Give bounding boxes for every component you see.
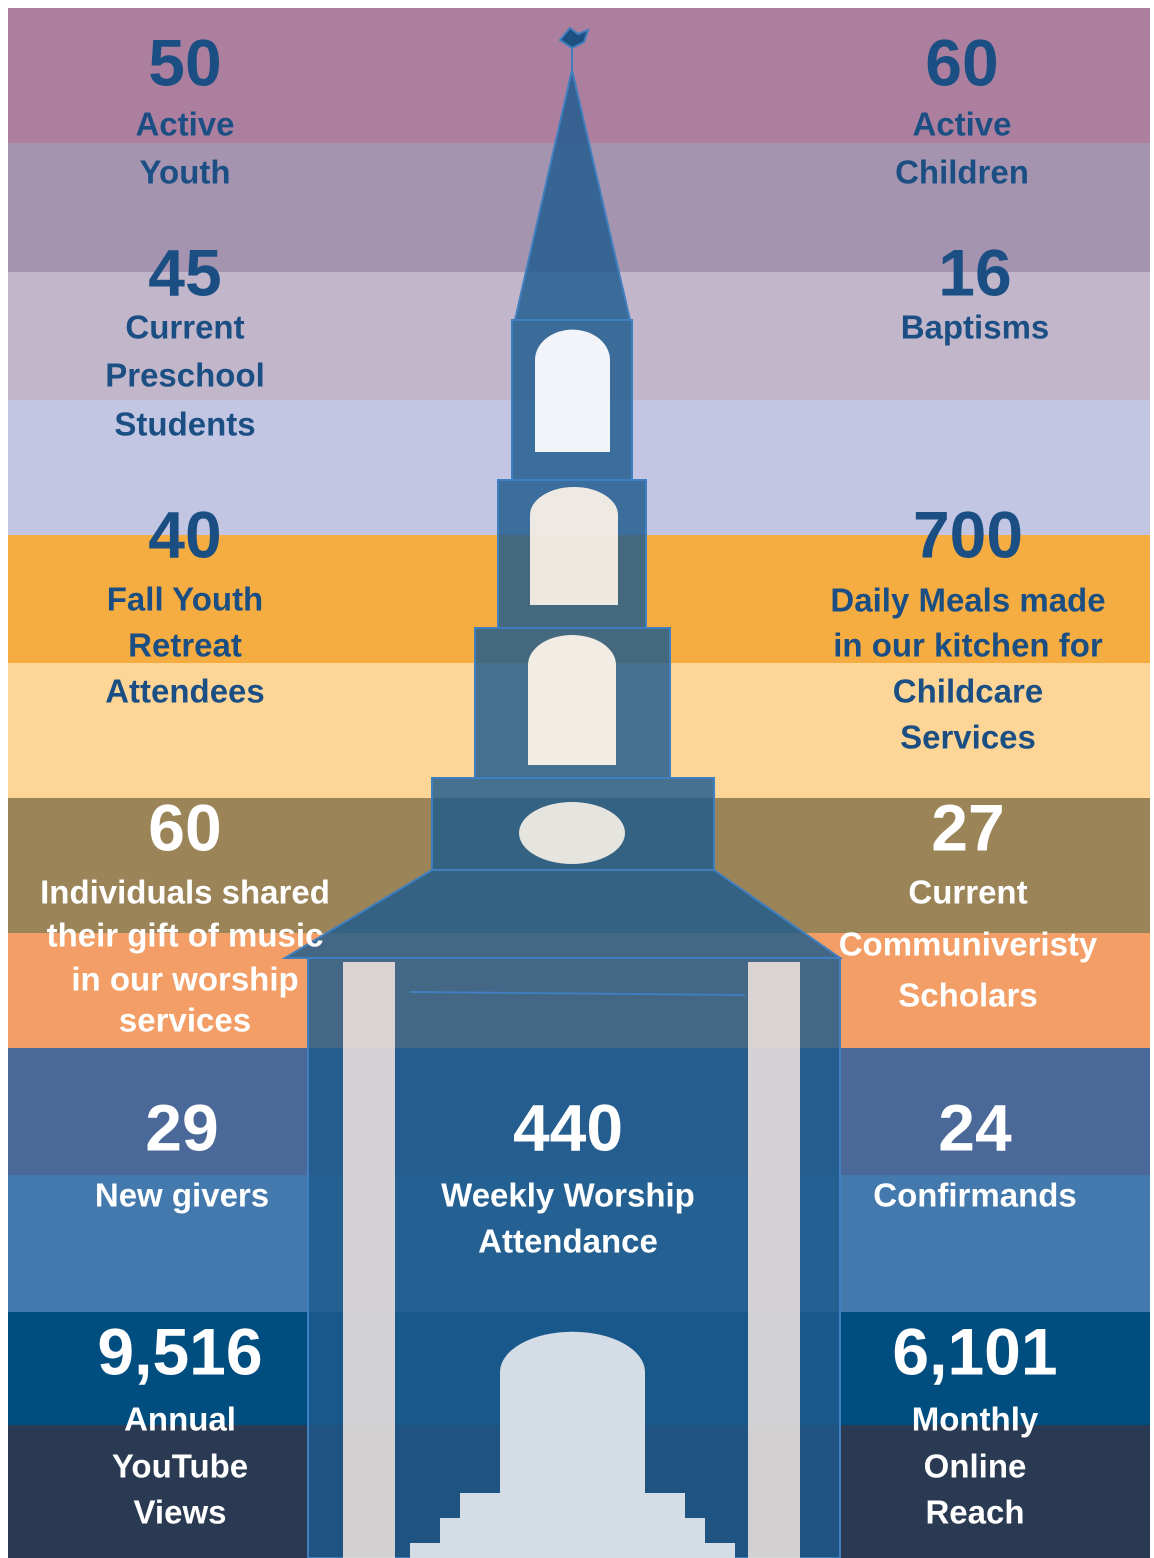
stat-label: in our worship <box>71 961 298 998</box>
stat-label: Monthly <box>912 1401 1039 1438</box>
stat-number: 700 <box>913 497 1023 571</box>
stat-label: Active <box>135 106 234 143</box>
stat-label: Annual <box>124 1401 236 1438</box>
stat-label: Daily Meals made <box>830 582 1105 619</box>
stat-label: services <box>119 1002 251 1039</box>
stat-number: 50 <box>148 25 221 99</box>
stat-label: Retreat <box>128 627 242 664</box>
stat-label: Childcare <box>893 673 1043 710</box>
stat-number: 60 <box>925 25 998 99</box>
stat-number: 29 <box>145 1090 218 1164</box>
stat-label: Children <box>895 154 1029 191</box>
stat-number: 6,101 <box>892 1314 1057 1388</box>
stat-label: Attendees <box>105 673 265 710</box>
stat-label: Current <box>125 309 244 346</box>
stat-number: 45 <box>148 235 221 309</box>
stat-number: 40 <box>148 497 221 571</box>
stat-label: Active <box>912 106 1011 143</box>
stat-label: Reach <box>925 1494 1024 1531</box>
stat-label: Communiveristy <box>839 926 1098 963</box>
stat-label: Online <box>924 1448 1027 1485</box>
stat-label: Students <box>114 406 255 443</box>
stat-label: YouTube <box>112 1448 248 1485</box>
stat-number: 60 <box>148 790 221 864</box>
stat-number: 27 <box>931 790 1004 864</box>
stat-number: 24 <box>938 1090 1012 1164</box>
stat-label: Current <box>908 874 1027 911</box>
stat-label: Views <box>134 1494 227 1531</box>
stat-label: Youth <box>139 154 230 191</box>
stat-label: in our kitchen for <box>833 627 1103 664</box>
stat-label: Baptisms <box>901 309 1050 346</box>
stat-label: New givers <box>95 1177 269 1214</box>
stat-label: Confirmands <box>873 1177 1077 1214</box>
stat-label: their gift of music <box>47 917 324 954</box>
infographic: 50ActiveYouth60ActiveChildren45CurrentPr… <box>0 0 1154 1558</box>
stat-label: Fall Youth <box>107 581 263 618</box>
stat-label: Attendance <box>478 1223 658 1260</box>
stat-label: Services <box>900 719 1036 756</box>
stat-label: Scholars <box>898 977 1037 1014</box>
stat-number: 440 <box>513 1090 623 1164</box>
stat-number: 16 <box>938 235 1011 309</box>
stat-label: Individuals shared <box>40 874 330 911</box>
stat-label: Preschool <box>105 357 265 394</box>
stat-label: Weekly Worship <box>441 1177 695 1214</box>
stat-number: 9,516 <box>97 1314 262 1388</box>
